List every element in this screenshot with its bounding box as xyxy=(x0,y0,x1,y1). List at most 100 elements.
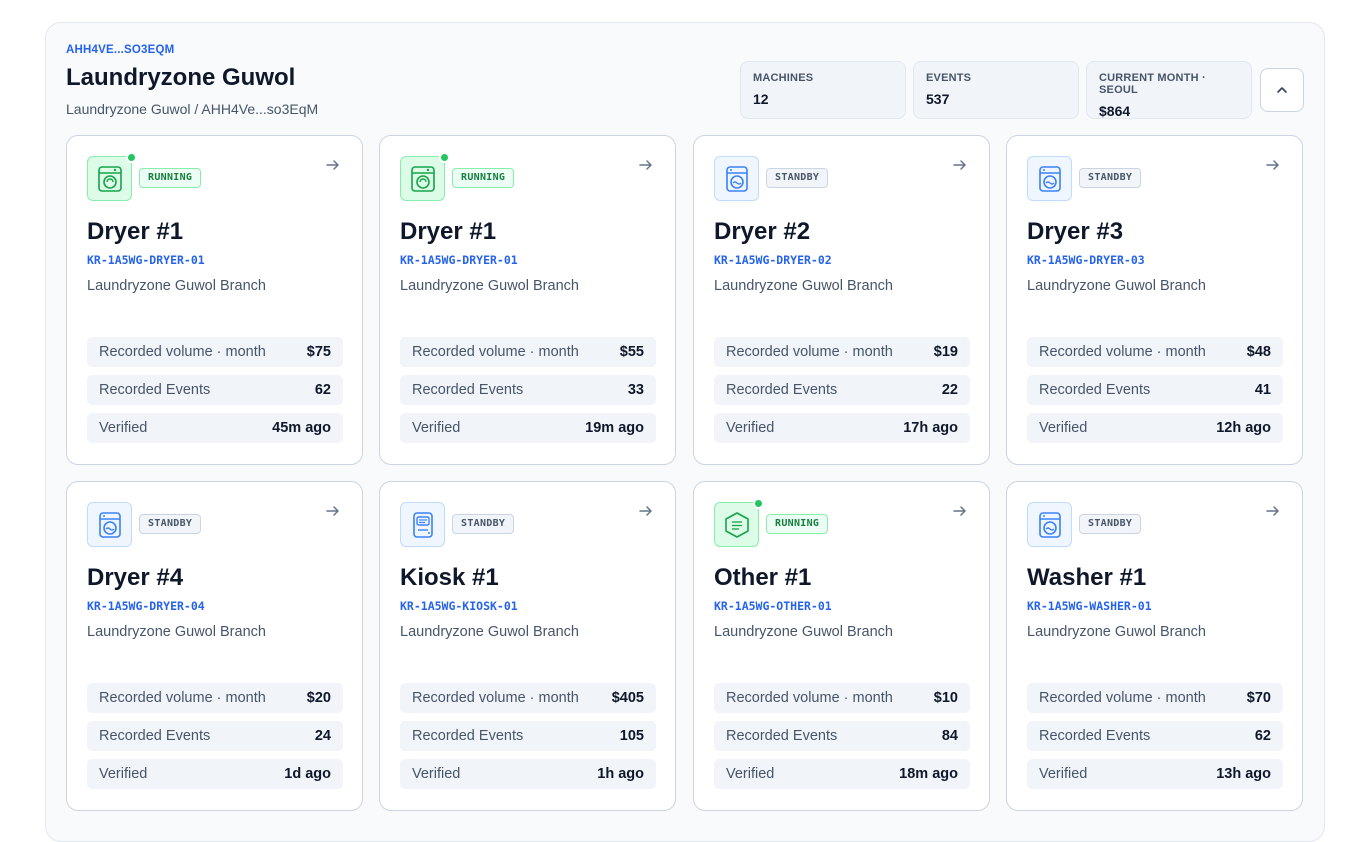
store-short-id: AHH4VE...SO3EQM xyxy=(66,44,175,56)
open-machine-button[interactable] xyxy=(1264,502,1282,520)
dryer-icon xyxy=(87,152,137,201)
row-label: Recorded volume · month xyxy=(99,690,266,706)
status-badge: STANDBY xyxy=(139,514,202,534)
open-machine-button[interactable] xyxy=(637,502,655,520)
stat-machines: MACHINES 12 xyxy=(740,61,906,119)
machine-branch: Laundryzone Guwol Branch xyxy=(400,278,579,294)
row-value: 19m ago xyxy=(585,420,644,436)
stat-label: CURRENT MONTH · SEOUL xyxy=(1099,72,1206,96)
verified-row: Verified 18m ago xyxy=(714,759,970,789)
stat-label: EVENTS xyxy=(926,72,972,84)
chevron-up-icon xyxy=(1277,87,1287,93)
row-value: $55 xyxy=(619,344,644,360)
verified-row: Verified 1h ago xyxy=(400,759,656,789)
verified-row: Verified 17h ago xyxy=(714,413,970,443)
open-machine-button[interactable] xyxy=(324,502,342,520)
online-indicator xyxy=(126,152,137,163)
status-badge: STANDBY xyxy=(1079,168,1142,188)
verified-row: Verified 1d ago xyxy=(87,759,343,789)
row-value: $10 xyxy=(933,690,958,706)
arrow-right-icon xyxy=(639,160,652,170)
row-label: Recorded volume · month xyxy=(726,344,893,360)
row-value: 41 xyxy=(1254,382,1271,398)
machine-card[interactable]: RUNNING Dryer #1 KR-1A5WG-DRYER-01 Laund… xyxy=(379,135,676,465)
machine-name: Dryer #3 xyxy=(1027,218,1124,245)
arrow-right-icon xyxy=(639,506,652,516)
machine-code: KR-1A5WG-DRYER-03 xyxy=(1027,253,1145,267)
collapse-button[interactable] xyxy=(1260,68,1304,112)
row-value: 18m ago xyxy=(899,766,958,782)
row-label: Recorded Events xyxy=(412,382,524,398)
row-label: Recorded Events xyxy=(99,382,211,398)
events-row: Recorded Events 41 xyxy=(1027,375,1283,405)
row-label: Verified xyxy=(412,766,461,782)
machine-card[interactable]: STANDBY Dryer #4 KR-1A5WG-DRYER-04 Laund… xyxy=(66,481,363,811)
machine-code: KR-1A5WG-DRYER-02 xyxy=(714,253,832,267)
volume-row: Recorded volume · month $48 xyxy=(1027,337,1283,367)
events-row: Recorded Events 22 xyxy=(714,375,970,405)
row-label: Recorded Events xyxy=(1039,728,1151,744)
stat-events: EVENTS 537 xyxy=(913,61,1079,119)
row-value: 84 xyxy=(941,728,958,744)
row-value: $19 xyxy=(933,344,958,360)
row-value: 1d ago xyxy=(284,766,331,782)
machine-branch: Laundryzone Guwol Branch xyxy=(1027,624,1206,640)
events-row: Recorded Events 84 xyxy=(714,721,970,751)
kiosk-icon xyxy=(400,502,445,547)
row-value: $48 xyxy=(1246,344,1271,360)
machine-name: Kiosk #1 xyxy=(400,564,499,591)
row-value: 62 xyxy=(314,382,331,398)
row-label: Verified xyxy=(726,420,775,436)
machine-card[interactable]: STANDBY Dryer #3 KR-1A5WG-DRYER-03 Laund… xyxy=(1006,135,1303,465)
open-machine-button[interactable] xyxy=(951,156,969,174)
verified-row: Verified 19m ago xyxy=(400,413,656,443)
machine-code: KR-1A5WG-WASHER-01 xyxy=(1027,599,1152,613)
machine-branch: Laundryzone Guwol Branch xyxy=(714,624,893,640)
store-panel: AHH4VE...SO3EQM Laundryzone Guwol Laundr… xyxy=(45,22,1325,842)
machine-card[interactable]: RUNNING Other #1 KR-1A5WG-OTHER-01 Laund… xyxy=(693,481,990,811)
open-machine-button[interactable] xyxy=(637,156,655,174)
row-label: Verified xyxy=(726,766,775,782)
open-machine-button[interactable] xyxy=(1264,156,1282,174)
row-label: Recorded volume · month xyxy=(99,344,266,360)
machine-name: Other #1 xyxy=(714,564,812,591)
stat-value: 12 xyxy=(753,91,769,107)
machine-card[interactable]: STANDBY Dryer #2 KR-1A5WG-DRYER-02 Laund… xyxy=(693,135,990,465)
row-value: $70 xyxy=(1246,690,1271,706)
status-badge: STANDBY xyxy=(766,168,829,188)
open-machine-button[interactable] xyxy=(951,502,969,520)
page-title: Laundryzone Guwol xyxy=(66,64,296,91)
row-value: 12h ago xyxy=(1216,420,1271,436)
status-badge: RUNNING xyxy=(452,168,515,188)
arrow-right-icon xyxy=(326,160,339,170)
volume-row: Recorded volume · month $405 xyxy=(400,683,656,713)
volume-row: Recorded volume · month $70 xyxy=(1027,683,1283,713)
row-value: 62 xyxy=(1254,728,1271,744)
row-value: 1h ago xyxy=(597,766,644,782)
volume-row: Recorded volume · month $55 xyxy=(400,337,656,367)
verified-row: Verified 13h ago xyxy=(1027,759,1283,789)
stat-label: MACHINES xyxy=(753,72,814,84)
stat-current-month: CURRENT MONTH · SEOUL $864 xyxy=(1086,61,1252,119)
row-label: Recorded volume · month xyxy=(1039,344,1206,360)
machine-card[interactable]: RUNNING Dryer #1 KR-1A5WG-DRYER-01 Laund… xyxy=(66,135,363,465)
row-label: Recorded volume · month xyxy=(1039,690,1206,706)
row-label: Recorded volume · month xyxy=(412,690,579,706)
washer-icon xyxy=(714,156,759,201)
status-badge: RUNNING xyxy=(139,168,202,188)
row-value: $75 xyxy=(306,344,331,360)
verified-row: Verified 45m ago xyxy=(87,413,343,443)
machine-code: KR-1A5WG-DRYER-01 xyxy=(400,253,518,267)
machine-name: Dryer #1 xyxy=(87,218,184,245)
machine-card[interactable]: STANDBY Kiosk #1 KR-1A5WG-KIOSK-01 Laund… xyxy=(379,481,676,811)
row-label: Verified xyxy=(1039,420,1088,436)
machine-card[interactable]: STANDBY Washer #1 KR-1A5WG-WASHER-01 Lau… xyxy=(1006,481,1303,811)
washer-icon xyxy=(1027,502,1072,547)
machine-name: Washer #1 xyxy=(1027,564,1147,591)
stat-value: 537 xyxy=(926,91,950,107)
open-machine-button[interactable] xyxy=(324,156,342,174)
row-label: Recorded volume · month xyxy=(412,344,579,360)
online-indicator xyxy=(439,152,450,163)
machine-branch: Laundryzone Guwol Branch xyxy=(87,278,266,294)
arrow-right-icon xyxy=(1266,160,1279,170)
